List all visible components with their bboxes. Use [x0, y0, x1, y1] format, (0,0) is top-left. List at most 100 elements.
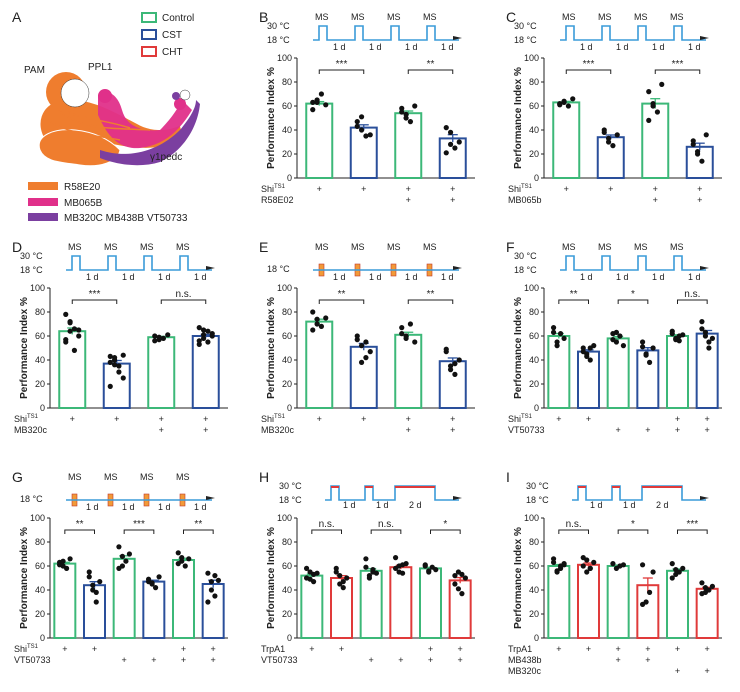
ms-label: MS [423, 242, 437, 252]
ms-label: MS [562, 242, 576, 252]
y-tick-label: 20 [529, 609, 539, 619]
label-30c: 30 °C [267, 21, 290, 31]
genotype-mark: + [645, 655, 650, 665]
interval-label: 2 d [409, 500, 422, 510]
interval-label: 1 d [652, 272, 665, 282]
data-point [433, 567, 439, 573]
interval-label: 1 d [343, 500, 356, 510]
data-point [550, 329, 557, 335]
bar [695, 332, 719, 409]
bar [58, 330, 87, 409]
interval-label: 1 d [369, 42, 382, 52]
significance-bracket [183, 529, 214, 534]
interval-label: 1 d [652, 42, 665, 52]
data-point [86, 569, 92, 575]
data-point [456, 139, 462, 145]
data-point [90, 582, 96, 588]
data-point [550, 325, 557, 331]
genotype-mark: + [317, 184, 322, 194]
significance-bracket [407, 69, 454, 74]
data-point [659, 81, 665, 87]
y-axis-label: Performance Index % [513, 527, 524, 629]
genotype-mark: + [586, 414, 591, 424]
data-point [149, 580, 155, 586]
data-point [354, 119, 360, 125]
data-point [337, 573, 343, 579]
genotype-label: ShiTS1 [508, 184, 533, 194]
data-point [67, 556, 73, 562]
data-point [215, 577, 222, 583]
ms-label: MS [351, 12, 365, 22]
data-point [126, 551, 133, 557]
interval-label: 2 d [656, 500, 669, 510]
y-tick-label: 100 [30, 283, 45, 293]
genotype-mark: + [675, 414, 680, 424]
significance-bracket [565, 69, 612, 74]
genotype-mark: + [369, 655, 374, 665]
data-point [554, 343, 560, 349]
data-point [93, 599, 99, 605]
ms-label: MS [670, 242, 684, 252]
y-tick-label: 80 [35, 537, 45, 547]
test-arrow-icon [206, 496, 215, 500]
data-point [584, 557, 590, 563]
data-point [456, 357, 462, 363]
interval-label: 1 d [158, 272, 171, 282]
genotype-mark: + [211, 655, 216, 665]
panel-letter-i: I [506, 469, 510, 485]
significance-bracket [617, 529, 649, 534]
data-point [699, 580, 705, 586]
data-point [646, 589, 653, 595]
data-point [699, 319, 705, 325]
y-axis-label: Performance Index % [266, 527, 277, 629]
genotype-mark: + [653, 195, 658, 205]
data-point [407, 119, 414, 125]
data-point [120, 352, 126, 358]
y-tick-label: 0 [40, 403, 45, 413]
significance-bracket [617, 299, 649, 304]
genotype-mark: + [428, 655, 433, 665]
data-point [699, 158, 705, 164]
label-18c: 18 °C [279, 495, 302, 505]
genotype-mark: + [556, 414, 561, 424]
y-tick-label: 60 [35, 331, 45, 341]
genotype-mark: + [450, 184, 455, 194]
bar [112, 557, 136, 639]
interval-label: 1 d [86, 272, 99, 282]
label-pam: PAM [24, 65, 45, 76]
panel-i: I 30 °C 18 °C 1 d 1 d 2 d 0 20 40 60 80 100Performa… [506, 469, 722, 676]
interval-label: 1 d [376, 500, 389, 510]
data-point [639, 344, 646, 350]
significance-bracket [71, 299, 118, 304]
data-point [370, 569, 376, 575]
data-point [426, 568, 432, 574]
genotype-mark: + [645, 425, 650, 435]
data-point [452, 361, 458, 367]
significance-bracket [558, 299, 589, 304]
significance-label: n.s. [684, 289, 700, 300]
y-tick-label: 0 [534, 173, 539, 183]
data-point [323, 315, 329, 321]
genotype-mark: + [608, 184, 613, 194]
panel-letter-a: A [12, 9, 22, 25]
data-point [580, 349, 586, 355]
data-point [452, 371, 458, 377]
y-tick-label: 100 [277, 513, 292, 523]
y-axis-label: Performance Index % [266, 297, 277, 399]
key-swatch-mb065b [28, 198, 58, 206]
y-tick-label: 100 [524, 53, 539, 63]
data-point [208, 579, 215, 585]
significance-bracket [430, 529, 461, 534]
panel-c: C30 °C 18 °C MS 1 d MS 1 d MS 1 d MS 1 d 0 20 40 60 80… [506, 9, 722, 205]
panel-h: H 30 °C 18 °C 1 d 1 d 2 d 0 20 40 60 80 100Performa… [259, 469, 475, 665]
genotype-mark: + [705, 425, 710, 435]
genotype-label: ShiTS1 [261, 414, 286, 424]
data-point [614, 132, 620, 138]
mushroom-body-schematic: PAM PPL1 γ1pedc [24, 62, 200, 167]
genotype-mark: + [697, 184, 702, 194]
interval-label: 1 d [590, 500, 603, 510]
data-point [363, 556, 369, 562]
genotype-mark: + [450, 425, 455, 435]
